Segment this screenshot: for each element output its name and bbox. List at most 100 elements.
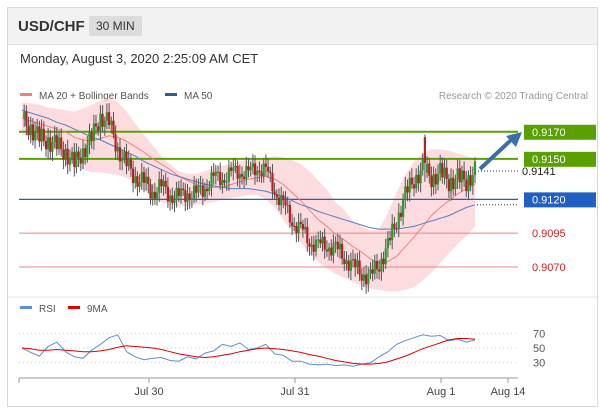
candle-body (467, 175, 470, 192)
candle-body (441, 163, 444, 178)
candle-body (44, 140, 48, 150)
level-label-1: 0.9150 (532, 154, 566, 166)
candle-body (47, 137, 50, 150)
level-label-3: 0.9120 (532, 194, 566, 206)
candle-body (356, 260, 359, 268)
candle-body (195, 185, 198, 193)
candle-body (206, 188, 209, 192)
candle-body (86, 144, 89, 157)
candle-body (60, 137, 63, 150)
candle-body (129, 159, 132, 169)
candle-body (234, 166, 237, 168)
candle-body (236, 166, 239, 179)
candle-body (386, 237, 389, 249)
candle-body (449, 177, 453, 192)
timestamp: Monday, August 3, 2020 2:25:09 AM CET (20, 51, 259, 66)
candle-body (232, 167, 235, 171)
candle-body (371, 269, 374, 274)
candle-body (31, 124, 34, 141)
candle-body (179, 188, 183, 197)
candle-body (273, 191, 276, 195)
candle-body (53, 135, 56, 143)
candle-body (454, 179, 457, 189)
candle-body (456, 168, 459, 180)
candle-body (238, 174, 241, 179)
candle-body (336, 241, 339, 250)
rsi-legend-swatch-1 (68, 306, 80, 309)
candle-body (49, 137, 52, 152)
candle-body (402, 199, 405, 217)
candle-body (94, 123, 98, 127)
candle-body (71, 151, 74, 158)
candle-body (103, 120, 106, 127)
candle-body (97, 126, 100, 131)
candle-body (380, 258, 383, 272)
candle-body (447, 179, 450, 192)
candle-body (64, 148, 67, 160)
candle-body (314, 239, 318, 252)
rsi-legend-swatch-0 (20, 306, 32, 309)
candle-body (118, 147, 122, 162)
candle-body (369, 269, 372, 274)
candle-body (114, 134, 117, 152)
candle-body (345, 260, 348, 264)
candle-body (201, 185, 204, 197)
candle-body (138, 182, 141, 187)
candle-body (51, 142, 54, 152)
candle-body (175, 188, 178, 201)
candle-body (173, 200, 176, 203)
candle-body (362, 274, 365, 281)
level-tag-1 (524, 151, 596, 167)
candle-body (325, 249, 328, 252)
candle-body (354, 258, 357, 268)
candle-body (169, 195, 172, 202)
timeframe-badge[interactable]: 30 MIN (89, 16, 142, 36)
candle-body (136, 176, 139, 187)
candle-body (410, 177, 413, 185)
candle-body (304, 226, 307, 230)
candle-body (90, 132, 93, 141)
candle-body (29, 124, 32, 136)
candle-body (295, 226, 298, 234)
candle-body (275, 194, 278, 198)
candle-body (253, 163, 257, 176)
candle-body (184, 190, 187, 202)
candle-body (280, 195, 283, 206)
level-label-5: 0.9070 (532, 262, 566, 274)
candle-body (341, 243, 344, 259)
candle-body (458, 168, 461, 183)
candle-body (399, 212, 403, 217)
x-tick-label-3: Aug 14 (491, 386, 526, 398)
level-label-4: 0.9095 (532, 228, 566, 240)
candle-body (351, 258, 355, 261)
candle-body (417, 174, 420, 184)
candle-body (210, 172, 213, 188)
candle-body (291, 222, 294, 226)
instrument-title: USD/CHF (18, 18, 85, 35)
candle-body (445, 167, 448, 179)
candle-body (243, 176, 246, 179)
candle-body (92, 123, 95, 141)
candle-body (443, 167, 446, 178)
candle-body (360, 274, 363, 281)
candle-body (245, 166, 248, 179)
candle-body (343, 258, 346, 264)
candle-body (301, 223, 304, 230)
candle-body (247, 166, 250, 171)
candle-body (214, 171, 217, 176)
candle-body (256, 170, 259, 176)
candle-body (404, 186, 407, 200)
candle-body (208, 187, 211, 192)
candle-body (66, 148, 69, 165)
candle-body (25, 111, 28, 127)
candle-body (140, 172, 143, 183)
candle-body (199, 185, 202, 187)
candle-body (288, 205, 291, 223)
candle-body (330, 247, 333, 256)
candle-body (81, 148, 85, 164)
candle-body (319, 239, 322, 244)
candle-body (99, 113, 102, 131)
candle-body (408, 177, 411, 193)
candle-body (367, 273, 370, 285)
candle-body (216, 171, 220, 173)
